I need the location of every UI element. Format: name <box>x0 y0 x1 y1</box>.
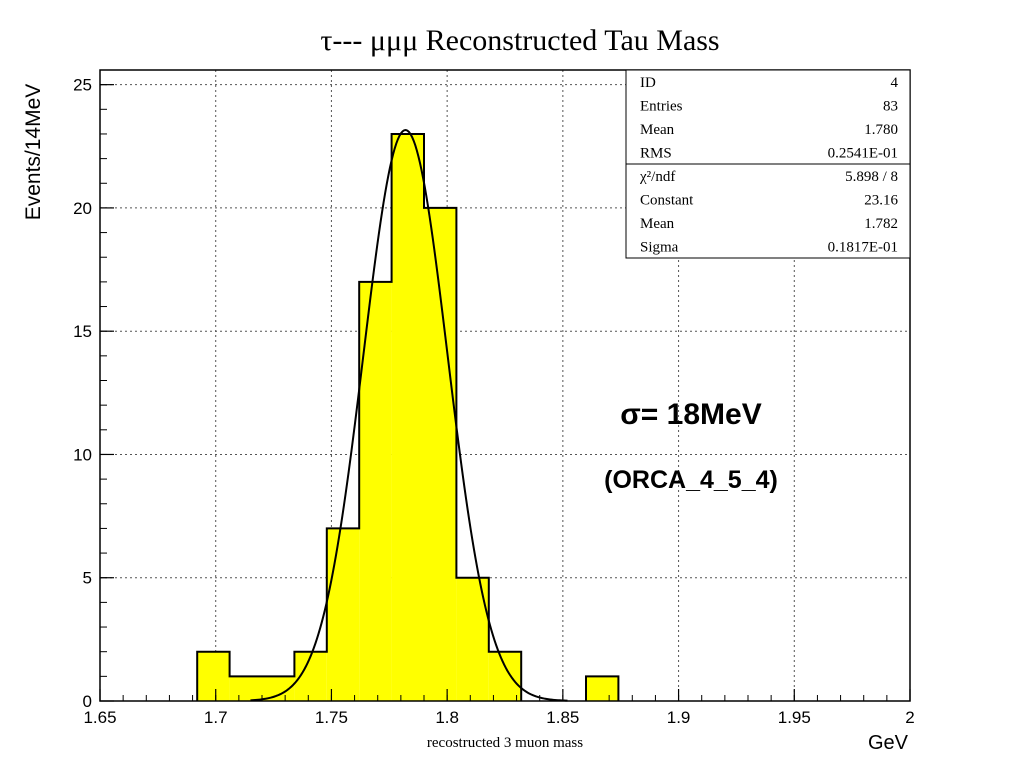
x-tick-label: 1.8 <box>435 708 459 727</box>
histogram-bar <box>326 528 360 701</box>
x-tick-label: 2 <box>905 708 914 727</box>
x-tick-label: 1.75 <box>315 708 348 727</box>
histogram-outline <box>196 132 620 701</box>
y-tick-label: 0 <box>83 692 92 711</box>
stats-row-label: Mean <box>640 122 675 138</box>
stats-row-label: Constant <box>640 193 694 209</box>
y-tick-label: 5 <box>83 569 92 588</box>
sigma-annotation: σ= 18MeV <box>620 398 761 431</box>
y-tick-label: 25 <box>73 76 92 95</box>
stats-row-value: 1.782 <box>864 216 898 232</box>
stats-row-value: 0.1817E-01 <box>828 240 898 256</box>
histogram-bar <box>488 651 522 701</box>
x-tick-label: 1.9 <box>667 708 691 727</box>
histogram-bar <box>586 676 619 701</box>
y-tick-label: 15 <box>73 322 92 341</box>
x-tick-label: 1.95 <box>778 708 811 727</box>
stats-row-value: 4 <box>891 75 899 91</box>
orca-annotation: (ORCA_4_5_4) <box>604 466 778 494</box>
x-tick-label: 1.65 <box>83 708 116 727</box>
histogram-bar <box>197 651 230 701</box>
stats-row-label: RMS <box>640 146 672 162</box>
stats-row-label: Mean <box>640 216 675 232</box>
stats-row-label: Sigma <box>640 240 679 256</box>
histogram-bar <box>424 207 457 701</box>
stats-row-label: ID <box>640 75 656 91</box>
y-axis-ticks: 0 5 10 15 20 25 <box>73 76 114 711</box>
x-axis-ticks: 1.65 1.7 1.75 1.8 1.85 1.9 1.95 2 <box>83 689 915 727</box>
plot-border <box>99 69 911 702</box>
stats-row-label: Entries <box>640 99 683 115</box>
stats-row-value: 5.898 / 8 <box>845 169 898 185</box>
gaussian-fit-curve <box>250 129 568 702</box>
x-axis-label: recostructed 3 muon mass <box>427 735 583 751</box>
stats-box: ID 4 Entries 83 Mean 1.780 RMS 0.2541E-01 χ²/ndf… <box>625 69 911 259</box>
x-tick-label: 1.85 <box>546 708 579 727</box>
stats-row-label: χ²/ndf <box>639 169 675 185</box>
x-tick-label: 1.7 <box>204 708 228 727</box>
y-tick-label: 20 <box>73 199 92 218</box>
histogram-bar <box>391 133 424 701</box>
stats-row-value: 83 <box>883 99 898 115</box>
chart-title: τ--- μμμ Reconstructed Tau Mass <box>320 24 719 57</box>
stats-row-value: 0.2541E-01 <box>828 146 898 162</box>
stats-row-value: 1.780 <box>864 122 898 138</box>
x-axis-unit: GeV <box>868 732 909 754</box>
y-tick-label: 10 <box>73 445 92 464</box>
stats-row-value: 23.16 <box>864 193 898 209</box>
y-axis-label: Events/14MeV <box>22 84 45 221</box>
